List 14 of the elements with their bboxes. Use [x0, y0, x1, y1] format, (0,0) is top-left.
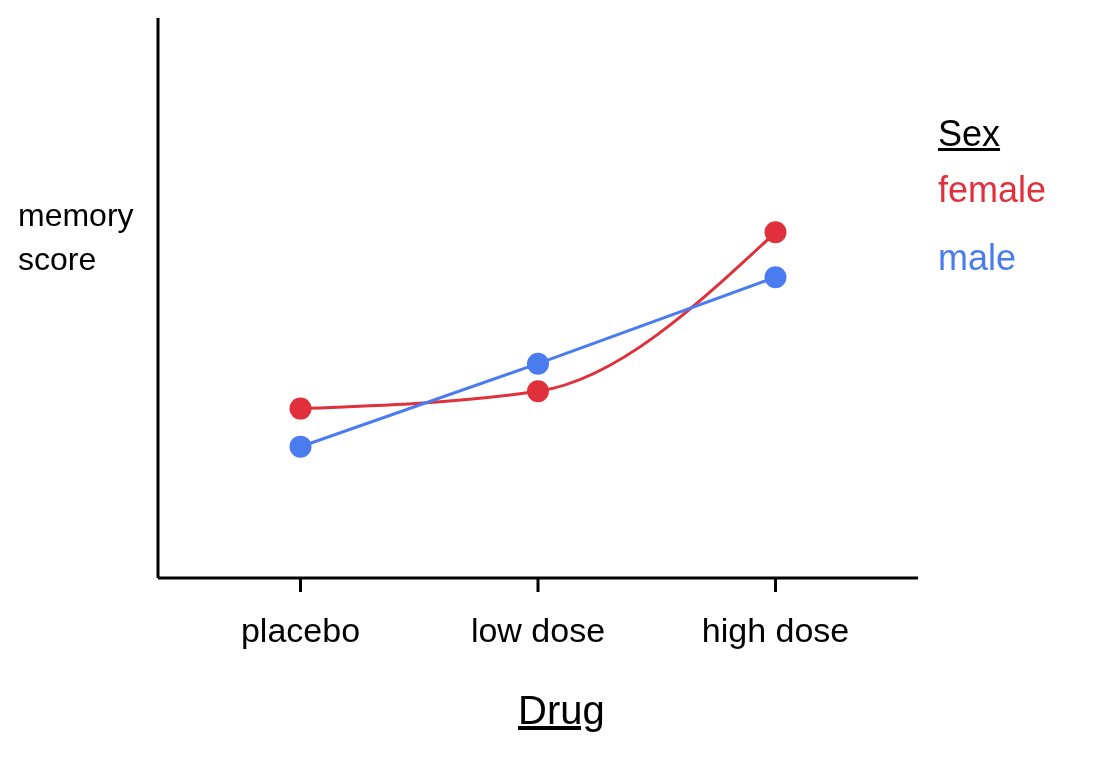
- point: [289, 435, 312, 458]
- point: [527, 352, 549, 375]
- text: male: [938, 237, 1018, 279]
- x-axis-title: Drug: [518, 688, 605, 733]
- legend-title: Sex: [938, 113, 1002, 155]
- point: [764, 266, 787, 289]
- x-tick-label: high dose: [701, 611, 850, 650]
- point: [527, 380, 549, 403]
- point: [289, 397, 312, 420]
- x-tick-label: low dose: [470, 611, 606, 650]
- text: female: [938, 169, 1047, 211]
- y-axis-title: memory score: [18, 196, 135, 279]
- x-tick-label: placebo: [240, 611, 361, 650]
- point: [764, 221, 787, 244]
